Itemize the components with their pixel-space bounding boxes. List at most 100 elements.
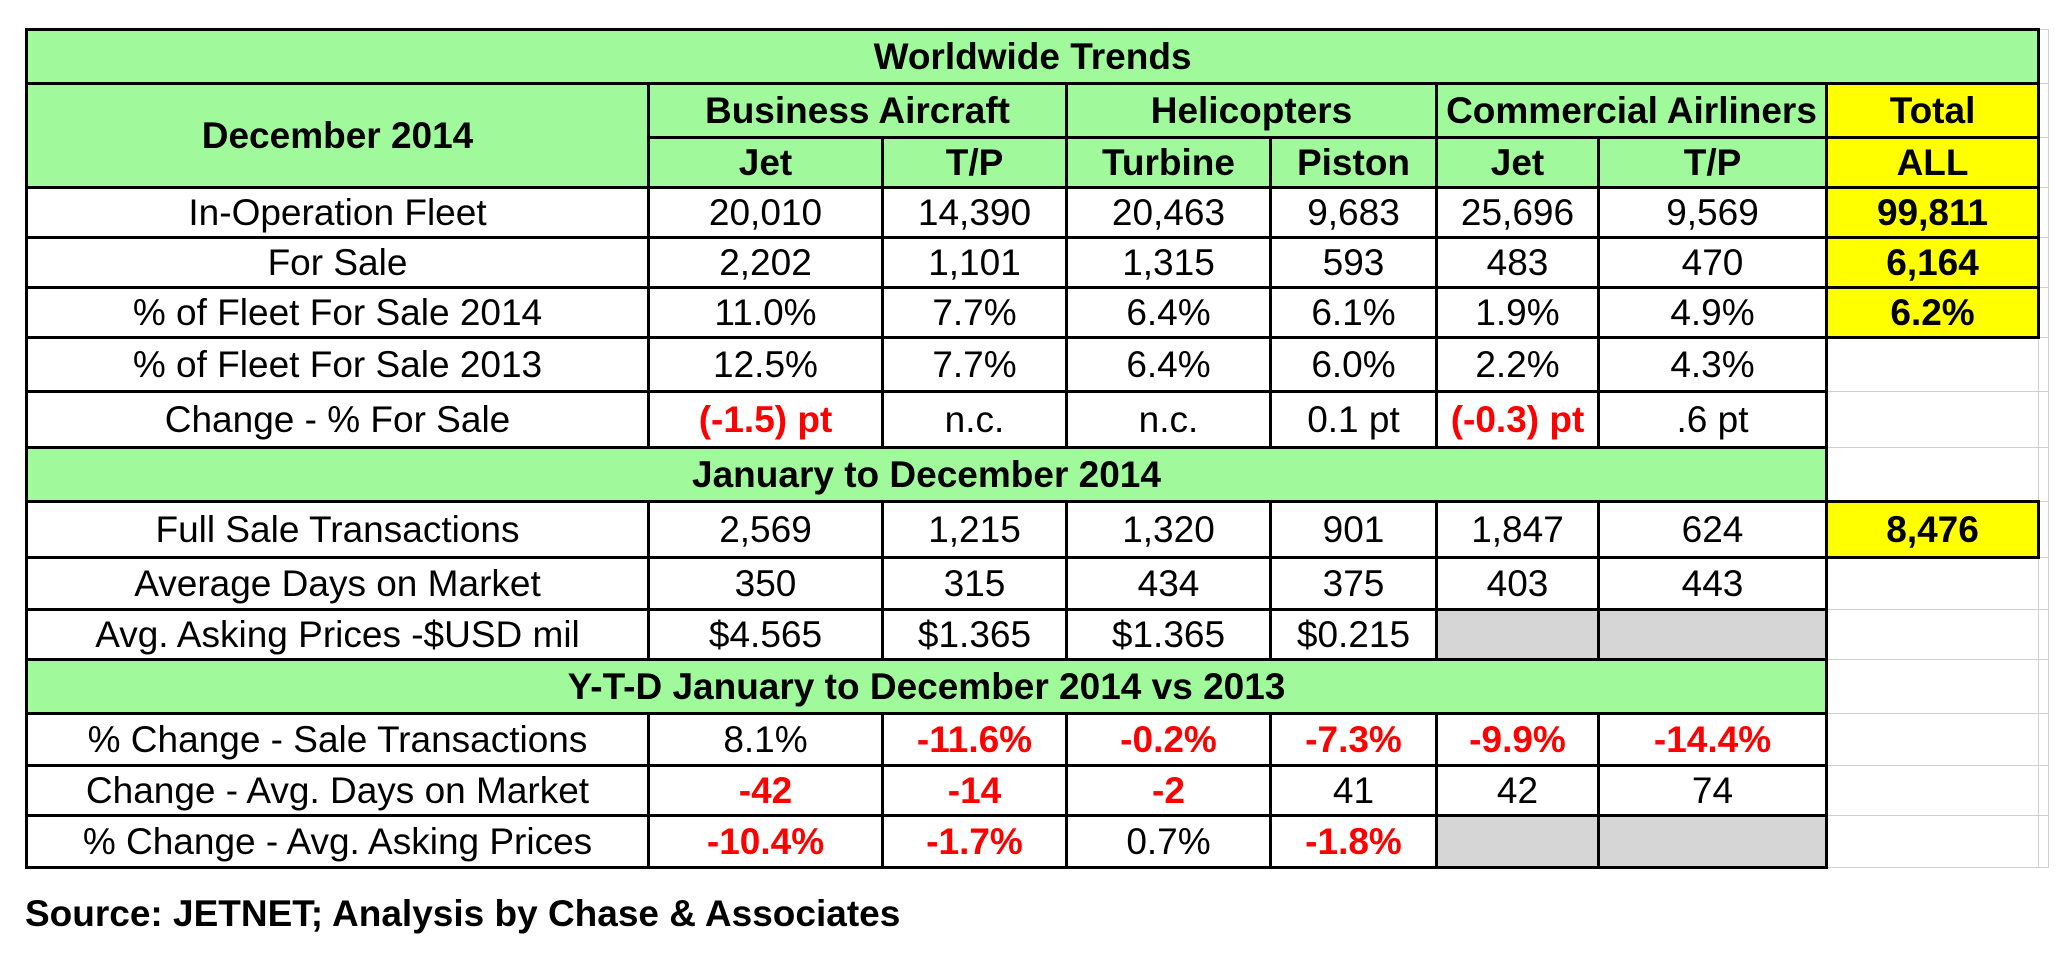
cell-business-jet: 350 [647, 556, 884, 611]
section-fleet: In-Operation Fleet 20,010 14,390 20,463 9,68… [25, 186, 2050, 449]
cell-total [1825, 557, 2040, 610]
cell-commercial-jet [1435, 814, 1600, 869]
cell-total [1825, 765, 2040, 816]
table-row: % Change - Sale Transactions 8.1% -11.6% -0… [25, 712, 2050, 767]
cell-business-jet: 2,569 [647, 500, 884, 559]
worldwide-trends-table-wrap: Worldwide Trends December 2014 Business … [24, 28, 2050, 869]
cell-total [1825, 815, 2040, 868]
cell-business-tp: 315 [881, 556, 1068, 611]
cell-total: 8,476 [1824, 500, 2041, 559]
cell-business-tp: $1.365 [881, 608, 1068, 661]
subheader-business-jet: Jet [647, 136, 884, 189]
cell-helicopter-turbine: -0.2% [1065, 712, 1272, 767]
section-ytd-change: % Change - Sale Transactions 8.1% -11.6% -0… [25, 712, 2050, 869]
group-header-row: December 2014 Business Aircraft Helicopt… [25, 82, 2050, 189]
cell-commercial-tp: 624 [1597, 500, 1828, 559]
cell-commercial-tp [1597, 814, 1828, 869]
cell-business-jet: 8.1% [647, 712, 884, 767]
cell-business-tp: 1,215 [881, 500, 1068, 559]
cell-total: 6.2% [1824, 286, 2041, 339]
section3-title-row: Y-T-D January to December 2014 vs 2013 [25, 658, 2050, 715]
table-title: Worldwide Trends [24, 28, 2041, 85]
cell-total [1825, 609, 2040, 660]
table-row: Change - % For Sale (-1.5) pt n.c. n.c. 0.1 … [25, 390, 2050, 449]
cell-total [1825, 337, 2040, 392]
table-row: Change - Avg. Days on Market -42 -14 -2 41 42… [25, 764, 2050, 817]
cell-commercial-tp: -14.4% [1597, 712, 1828, 767]
row-label: Avg. Asking Prices -$USD mil [25, 608, 650, 661]
cell-business-tp: -11.6% [881, 712, 1068, 767]
subheader-helicopter-turbine: Turbine [1065, 136, 1272, 189]
cell-helicopter-piston: 0.1 pt [1269, 390, 1438, 449]
cell-helicopter-turbine: -2 [1065, 764, 1272, 817]
cell-helicopter-piston: 375 [1269, 556, 1438, 611]
cell-commercial-jet: 483 [1435, 236, 1600, 289]
table-row: Full Sale Transactions 2,569 1,215 1,320 901… [25, 500, 2050, 559]
section-transactions: Full Sale Transactions 2,569 1,215 1,320 901… [25, 500, 2050, 661]
cell-commercial-tp: 9,569 [1597, 186, 1828, 239]
cell-business-jet: 2,202 [647, 236, 884, 289]
table-row: Average Days on Market 350 315 434 375 403 443 [25, 556, 2050, 611]
row-label: Average Days on Market [25, 556, 650, 611]
date-label: December 2014 [25, 82, 650, 189]
cell-total [1825, 713, 2040, 766]
table-row: In-Operation Fleet 20,010 14,390 20,463 9,68… [25, 186, 2050, 239]
cell-commercial-tp: 4.3% [1597, 336, 1828, 393]
cell-helicopter-piston: $0.215 [1269, 608, 1438, 661]
cell-helicopter-turbine: 1,315 [1065, 236, 1272, 289]
cell-commercial-tp: 470 [1597, 236, 1828, 289]
cell-commercial-jet: 42 [1435, 764, 1600, 817]
cell-business-tp: -14 [881, 764, 1068, 817]
cell-helicopter-turbine: n.c. [1065, 390, 1272, 449]
cell-business-jet: 12.5% [647, 336, 884, 393]
cell-helicopter-turbine: 434 [1065, 556, 1272, 611]
row-label: % Change - Sale Transactions [25, 712, 650, 767]
cell-helicopter-turbine: 1,320 [1065, 500, 1272, 559]
cell-commercial-jet: 1,847 [1435, 500, 1600, 559]
cell-business-jet: -42 [647, 764, 884, 817]
cell-total: 99,811 [1824, 186, 2041, 239]
cell-business-jet: 11.0% [647, 286, 884, 339]
row-label: Change - Avg. Days on Market [25, 764, 650, 817]
cell-commercial-jet: 403 [1435, 556, 1600, 611]
group-commercial-airliners: Commercial Airliners [1435, 82, 1828, 139]
subheader-business-tp: T/P [881, 136, 1068, 189]
cell-business-jet: -10.4% [647, 814, 884, 869]
cell-commercial-tp: 74 [1597, 764, 1828, 817]
table-row: For Sale 2,202 1,101 1,315 593 483 470 6,164 [25, 236, 2050, 289]
cell-commercial-jet [1435, 608, 1600, 661]
cell-helicopter-turbine: 6.4% [1065, 286, 1272, 339]
cell-business-tp: 1,101 [881, 236, 1068, 289]
row-label: % Change - Avg. Asking Prices [25, 814, 650, 869]
cell-helicopter-piston: 9,683 [1269, 186, 1438, 239]
group-helicopters: Helicopters [1065, 82, 1438, 139]
source-note: Source: JETNET; Analysis by Chase & Asso… [25, 893, 901, 934]
table-row: Avg. Asking Prices -$USD mil $4.565 $1.365… [25, 608, 2050, 661]
subheader-commercial-jet: Jet [1435, 136, 1600, 189]
subheader-helicopter-piston: Piston [1269, 136, 1438, 189]
cell-helicopter-turbine: $1.365 [1065, 608, 1272, 661]
section2-title: January to December 2014 [25, 446, 1828, 503]
cell-helicopter-piston: -1.8% [1269, 814, 1438, 869]
cell-helicopter-piston: 6.1% [1269, 286, 1438, 339]
cell-helicopter-piston: 901 [1269, 500, 1438, 559]
cell-total: 6,164 [1824, 236, 2041, 289]
section3-title: Y-T-D January to December 2014 vs 2013 [25, 658, 1828, 715]
cell-commercial-tp: 4.9% [1597, 286, 1828, 339]
row-label: % of Fleet For Sale 2013 [25, 336, 650, 393]
cell-helicopter-piston: 41 [1269, 764, 1438, 817]
cell-business-jet: 20,010 [647, 186, 884, 239]
cell-commercial-jet: 25,696 [1435, 186, 1600, 239]
cell-commercial-tp [1597, 608, 1828, 661]
cell-helicopter-piston: -7.3% [1269, 712, 1438, 767]
cell-business-jet: $4.565 [647, 608, 884, 661]
cell-business-tp: 14,390 [881, 186, 1068, 239]
table-row: % Change - Avg. Asking Prices -10.4% -1.7%… [25, 814, 2050, 869]
cell-business-tp: -1.7% [881, 814, 1068, 869]
cell-helicopter-turbine: 20,463 [1065, 186, 1272, 239]
row-label: Change - % For Sale [25, 390, 650, 449]
cell-business-tp: 7.7% [881, 286, 1068, 339]
row-label: % of Fleet For Sale 2014 [25, 286, 650, 339]
cell-commercial-tp: 443 [1597, 556, 1828, 611]
cell-helicopter-piston: 6.0% [1269, 336, 1438, 393]
